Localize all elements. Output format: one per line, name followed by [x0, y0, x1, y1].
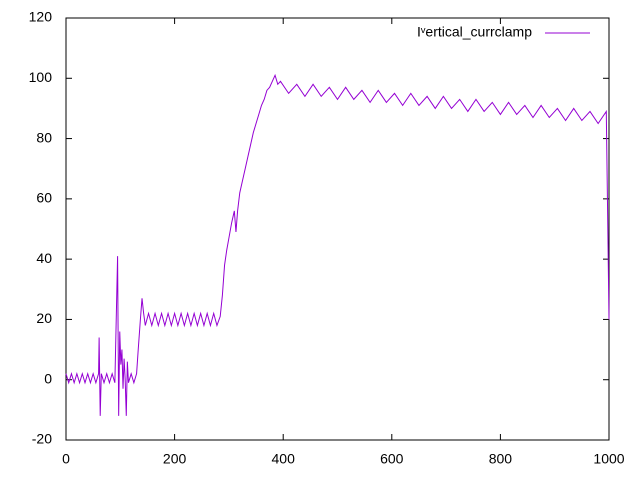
x-tick-label: 400	[272, 451, 296, 467]
plot-border	[65, 17, 610, 441]
y-tick-label: 20	[36, 310, 52, 326]
x-tick-label: 800	[489, 451, 513, 467]
legend-label: Iᵛertical_currclamp	[417, 24, 532, 40]
x-tick-label: 200	[163, 451, 187, 467]
y-tick-label: 60	[36, 190, 52, 206]
y-tick-label: 80	[36, 129, 52, 145]
x-tick-label: 0	[62, 451, 70, 467]
y-tick-label: 100	[29, 69, 53, 85]
y-tick-label: 0	[44, 370, 52, 386]
x-tick-label: 1000	[593, 451, 624, 467]
y-tick-label: 40	[36, 250, 52, 266]
y-tick-label: -20	[32, 431, 52, 447]
data-line	[65, 73, 610, 416]
x-tick-label: 600	[380, 451, 404, 467]
y-tick-label: 120	[29, 9, 53, 25]
